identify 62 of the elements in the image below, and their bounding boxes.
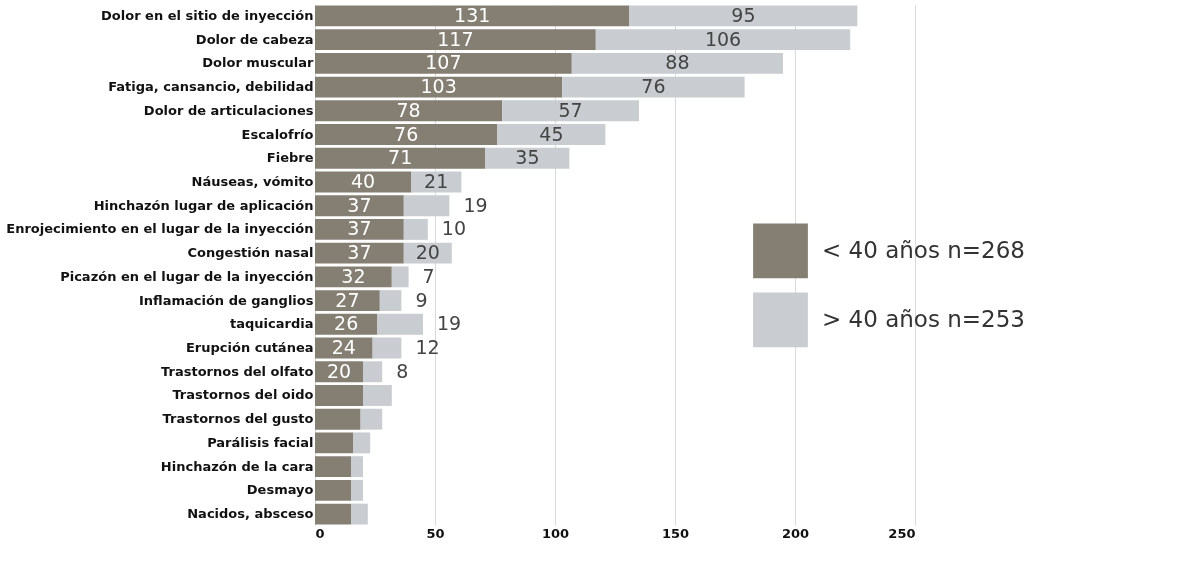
x-tick-label: 50: [426, 525, 445, 541]
data-label: 57: [558, 98, 583, 121]
data-label: 131: [454, 3, 491, 26]
data-label: 32: [341, 264, 366, 287]
y-tick-label: Hinchazón de la cara: [160, 458, 314, 474]
y-tick-label: Picazón en el lugar de la inyección: [60, 268, 314, 284]
x-tick-label: 200: [781, 525, 810, 541]
y-tick-label: Dolor en el sitio de inyección: [101, 7, 314, 23]
x-tick-label: 0: [315, 525, 325, 541]
data-label: 103: [420, 75, 457, 98]
data-label: 27: [335, 288, 360, 311]
y-tick-label: Erupción cutánea: [185, 340, 314, 356]
data-label: 35: [515, 146, 540, 169]
y-tick-label: Inflamación de ganglios: [138, 292, 314, 308]
data-label: 37: [347, 241, 372, 264]
data-label: 117: [437, 27, 474, 50]
y-tick-label: Fatiga, cansancio, debilidad: [108, 79, 314, 95]
data-label: 21: [424, 169, 449, 192]
data-label: 19: [463, 193, 488, 216]
data-label: 106: [704, 27, 742, 50]
data-label: 107: [425, 51, 462, 74]
data-label: 76: [641, 75, 666, 98]
y-tick-label: Dolor de cabeza: [195, 31, 314, 47]
data-label: 71: [388, 146, 413, 169]
x-tick-label: 250: [888, 525, 916, 541]
y-tick-label: Escalofrío: [241, 126, 314, 142]
data-label: 37: [347, 217, 372, 240]
y-tick-label: Enrojecimiento en el lugar de la inyección: [6, 221, 314, 237]
legend-label: > 40 años n=253: [822, 305, 1025, 332]
data-label: 12: [415, 336, 440, 359]
legend-label: < 40 años n=268: [822, 236, 1025, 263]
x-tick-label: 100: [541, 525, 570, 541]
data-label: 88: [665, 51, 690, 74]
data-label: 10: [441, 217, 466, 240]
data-label: 95: [731, 3, 756, 26]
data-label: 26: [334, 312, 359, 335]
y-tick-label: Parálisis facial: [207, 434, 314, 450]
data-label: 45: [539, 122, 564, 145]
data-label: 76: [394, 122, 419, 145]
y-tick-label: Náuseas, vómito: [191, 173, 314, 189]
y-tick-label: Trastornos del olfato: [161, 363, 314, 379]
data-label: 40: [350, 169, 376, 192]
data-label: 37: [347, 193, 372, 216]
data-label: 20: [326, 359, 352, 382]
data-label: 8: [396, 359, 409, 382]
y-tick-label: Dolor de articulaciones: [143, 102, 314, 118]
y-tick-label: Trastornos del gusto: [162, 411, 314, 427]
y-tick-label: Desmayo: [246, 482, 314, 498]
data-label: 24: [331, 336, 356, 359]
y-tick-label: taquicardia: [230, 316, 314, 332]
x-tick-label: 150: [661, 525, 690, 541]
data-label: 9: [415, 288, 428, 311]
data-label: 7: [422, 264, 435, 287]
data-label: 20: [415, 241, 440, 264]
y-tick-label: Dolor muscular: [202, 55, 315, 71]
data-label: 19: [437, 312, 462, 335]
y-tick-label: Fiebre: [266, 150, 314, 166]
y-tick-label: Hinchazón lugar de aplicación: [93, 197, 314, 213]
y-tick-label: Trastornos del oido: [172, 387, 314, 403]
y-tick-label: Congestión nasal: [187, 245, 314, 261]
y-tick-label: Nacidos, absceso: [187, 506, 314, 522]
data-label: 78: [396, 98, 421, 121]
